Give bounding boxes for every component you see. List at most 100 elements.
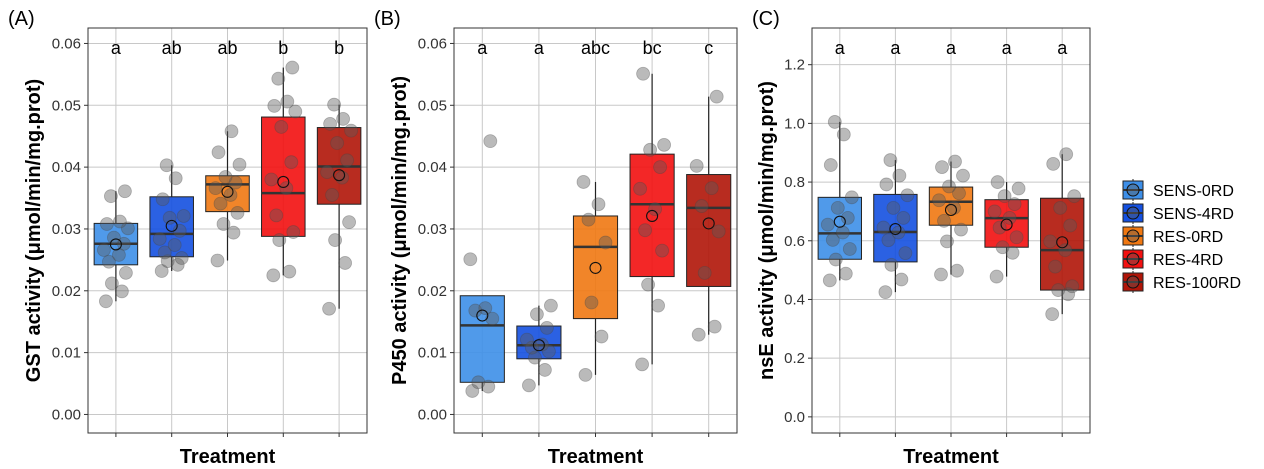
data-point [107, 230, 121, 245]
data-point [900, 188, 915, 203]
legend-key-point [1126, 275, 1140, 289]
data-point [320, 165, 335, 179]
box-res-100rd [1040, 147, 1085, 322]
data-point [1065, 279, 1080, 294]
data-point [820, 217, 835, 232]
y-axis-title: P450 activity (μmol/min/mg.prot) [389, 76, 411, 385]
legend-key [1122, 225, 1144, 247]
box-body [928, 186, 974, 226]
box-sens-4rd [516, 298, 562, 393]
data-point [1067, 189, 1082, 204]
legend-label: RES-0RD [1153, 229, 1223, 246]
data-point [940, 234, 954, 249]
legend-key-point [1126, 229, 1140, 243]
y-tick-label: 0.04 [418, 159, 447, 176]
data-point [327, 97, 342, 112]
data-point [1046, 156, 1061, 171]
data-point [338, 256, 353, 270]
legend-key [1122, 248, 1144, 270]
data-point [272, 233, 287, 247]
significance-letter: a [1057, 38, 1068, 58]
data-point [1009, 230, 1024, 245]
data-point [525, 340, 539, 355]
y-tick-label: 0.2 [784, 350, 805, 367]
data-point [823, 158, 838, 172]
data-point [594, 329, 609, 344]
plot-border [87, 27, 368, 434]
data-point [709, 89, 724, 104]
data-point [544, 298, 558, 313]
data-point [540, 320, 554, 335]
significance-letter: a [946, 38, 957, 58]
data-point [211, 145, 226, 160]
data-point [170, 257, 185, 272]
mean-marker [221, 185, 234, 198]
data-point [584, 295, 599, 310]
panel-1: 0.00 0.01 0.02 0.03 0.04 0.05 0.06 a ab ab b b (A) Tr… [8, 8, 368, 468]
data-point [485, 311, 500, 326]
data-point [218, 170, 233, 184]
y-tick-label: 0.00 [52, 406, 81, 423]
plot-border [811, 27, 1091, 434]
box-res-4rd [984, 175, 1029, 284]
data-point [168, 171, 183, 186]
box-body [873, 193, 918, 263]
data-point [896, 210, 911, 225]
x-axis-title: Treatment [903, 446, 999, 468]
data-point [830, 201, 845, 215]
data-point [655, 243, 669, 258]
y-tick-label: 0.0 [784, 409, 805, 426]
mean-marker [702, 217, 715, 230]
y-tick-label: 1.2 [784, 57, 805, 74]
box-res-0rd [205, 124, 250, 268]
legend-label: RES-4RD [1153, 252, 1223, 269]
mean-marker [1000, 218, 1013, 231]
panel-label: (A) [8, 8, 35, 30]
data-point [216, 217, 231, 231]
data-point [167, 238, 182, 252]
panel-label: (B) [374, 8, 401, 30]
legend-key [1122, 202, 1144, 224]
data-point [1005, 245, 1020, 260]
data-point [937, 213, 951, 228]
data-point [267, 99, 282, 113]
data-point [230, 205, 245, 220]
mean-marker [646, 209, 659, 223]
legend-key-point [1126, 183, 1140, 197]
data-point [226, 225, 241, 240]
box-body [817, 196, 862, 260]
box-res-100rd [686, 89, 732, 342]
x-axis-title: Treatment [180, 446, 276, 468]
panel-label: (C) [752, 8, 780, 30]
data-point [578, 367, 593, 382]
significance-letter: a [477, 38, 488, 58]
box-res-4rd [261, 60, 306, 283]
data-point [997, 189, 1012, 204]
data-point [465, 384, 480, 398]
y-tick-label: 0.03 [418, 221, 447, 238]
data-point [322, 301, 337, 316]
legend-key [1122, 271, 1144, 293]
data-point [697, 265, 712, 280]
data-point [883, 153, 898, 167]
data-point [1043, 234, 1058, 249]
data-point [520, 332, 534, 347]
significance-letter: bc [643, 38, 662, 58]
data-point [653, 160, 667, 175]
y-tick-label: 0.04 [52, 159, 81, 176]
data-point [651, 298, 665, 313]
data-point [330, 136, 345, 150]
legend-label: SENS-4RD [1153, 206, 1234, 223]
y-tick-label: 1.0 [784, 115, 805, 132]
y-tick-label: 0.06 [52, 35, 81, 52]
data-point [892, 168, 907, 183]
data-point [323, 116, 338, 131]
data-point [155, 192, 170, 207]
data-point [288, 104, 303, 119]
significance-letter: b [334, 38, 344, 58]
data-point [152, 231, 167, 246]
data-point [576, 175, 591, 189]
data-point [342, 215, 357, 230]
data-point [159, 158, 174, 173]
